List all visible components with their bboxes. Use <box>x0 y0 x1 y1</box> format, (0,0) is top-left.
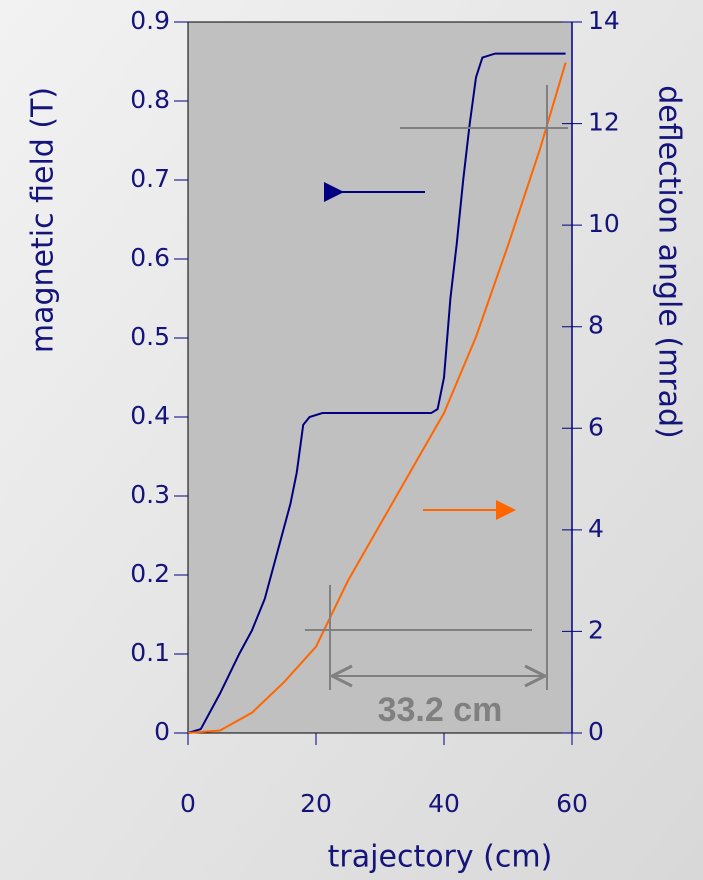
x-tick-label: 20 <box>300 789 332 818</box>
x-tick-label: 0 <box>180 789 196 818</box>
y-tick-label: 0.1 <box>130 638 170 667</box>
y-tick-label: 0.2 <box>130 559 170 588</box>
y2-tick-label: 14 <box>588 6 620 35</box>
y-tick-label: 0.8 <box>130 85 170 114</box>
x-tick-label: 40 <box>428 789 460 818</box>
y-tick-label: 0.6 <box>130 243 170 272</box>
marks <box>187 52 567 734</box>
x-axis-title: trajectory (cm) <box>328 840 553 875</box>
y2-tick-label: 10 <box>588 209 620 238</box>
y2-axis-title: deflection angle (mrad) <box>652 85 687 439</box>
y-axis-title: magnetic field (T) <box>26 87 61 353</box>
y-tick-label: 0.9 <box>130 6 170 35</box>
y-tick-label: 0.4 <box>130 401 170 430</box>
y-tick-label: 0.3 <box>130 480 170 509</box>
y2-tick-label: 12 <box>588 108 620 137</box>
y-tick-label: 0.7 <box>130 164 170 193</box>
data-line <box>187 62 567 734</box>
plot-area <box>187 21 573 734</box>
data-line <box>187 52 566 734</box>
y2-tick-label: 8 <box>588 311 604 340</box>
y2-tick-label: 0 <box>588 717 604 746</box>
y2-tick-label: 6 <box>588 412 604 441</box>
y2-tick-label: 4 <box>588 514 604 543</box>
y-tick-label: 0.5 <box>130 322 170 351</box>
annotation: 33.2 cm <box>378 691 503 729</box>
y2-tick-label: 2 <box>588 615 604 644</box>
x-tick-label: 60 <box>556 789 588 818</box>
y-tick-label: 0 <box>154 717 170 746</box>
annotation-lines <box>305 85 568 690</box>
